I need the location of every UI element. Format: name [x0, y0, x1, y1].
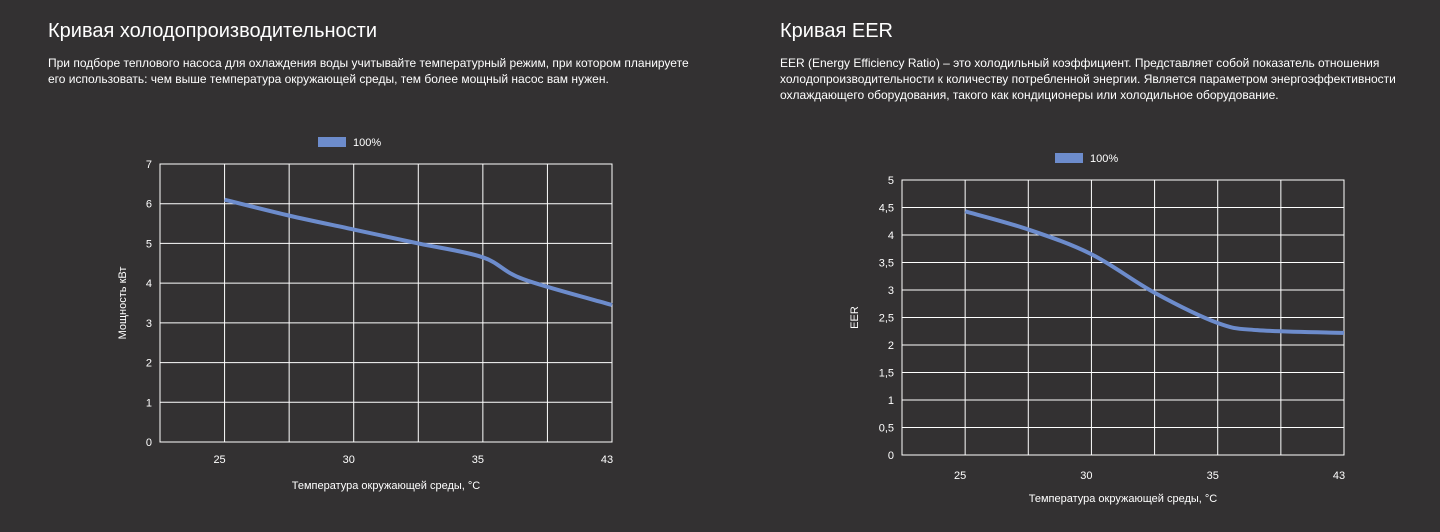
legend-swatch — [1055, 153, 1083, 163]
chart-title: Кривая холодопроизводительности — [48, 20, 378, 42]
cooling-capacity-chart: 0 1 2 3 4 5 6 7 25 30 35 43 100% Температура окружающ… — [117, 137, 613, 492]
x-axis-title: Температура окружающей среды, °C — [292, 480, 481, 492]
y-tick-label: 4 — [888, 230, 894, 242]
y-tick-label: 2 — [888, 340, 894, 352]
y-axis-title: EER — [849, 306, 861, 329]
y-tick-label: 4 — [146, 278, 152, 290]
x-tick-label: 25 — [954, 470, 966, 482]
y-tick-label: 0 — [888, 450, 894, 462]
chart-description: При подборе теплового насоса для охлажде… — [48, 56, 689, 86]
y-tick-label: 7 — [146, 159, 152, 171]
eer-chart: 0 0,5 1 1,5 2 2,5 3 3,5 4 4,5 5 25 30 35 43 100% Темпера… — [849, 153, 1345, 505]
y-tick-label: 3 — [888, 285, 894, 297]
plot-area — [159, 163, 613, 443]
y-tick-label: 3 — [146, 318, 152, 330]
x-tick-label: 30 — [343, 454, 355, 466]
y-tick-label: 4,5 — [879, 203, 894, 215]
x-tick-label: 43 — [601, 454, 613, 466]
legend-swatch — [318, 137, 346, 147]
series-line — [224, 197, 613, 307]
y-tick-label: 2,5 — [879, 313, 894, 325]
x-tick-label: 43 — [1333, 470, 1345, 482]
legend-label: 100% — [353, 137, 381, 149]
y-tick-label: 6 — [146, 199, 152, 211]
x-axis-title: Температура окружающей среды, °C — [1029, 493, 1218, 505]
y-tick-label: 0 — [146, 437, 152, 449]
y-tick-label: 2 — [146, 358, 152, 370]
y-tick-label: 0,5 — [879, 423, 894, 435]
y-axis-title: Мощность кВт — [117, 267, 129, 340]
chart-description: EER (Energy Efficiency Ratio) – это холо… — [780, 56, 1396, 102]
y-tick-label: 1 — [888, 395, 894, 407]
x-tick-label: 35 — [472, 454, 484, 466]
legend-label: 100% — [1090, 153, 1118, 165]
y-tick-label: 1 — [146, 397, 152, 409]
x-tick-label: 25 — [213, 454, 225, 466]
y-tick-label: 5 — [146, 238, 152, 250]
x-tick-label: 30 — [1080, 470, 1092, 482]
y-tick-label: 1,5 — [879, 368, 894, 380]
y-tick-label: 5 — [888, 175, 894, 187]
y-tick-label: 3,5 — [879, 258, 894, 270]
x-tick-label: 35 — [1207, 470, 1219, 482]
chart-title: Кривая EER — [780, 20, 893, 42]
series-line — [964, 209, 1345, 335]
